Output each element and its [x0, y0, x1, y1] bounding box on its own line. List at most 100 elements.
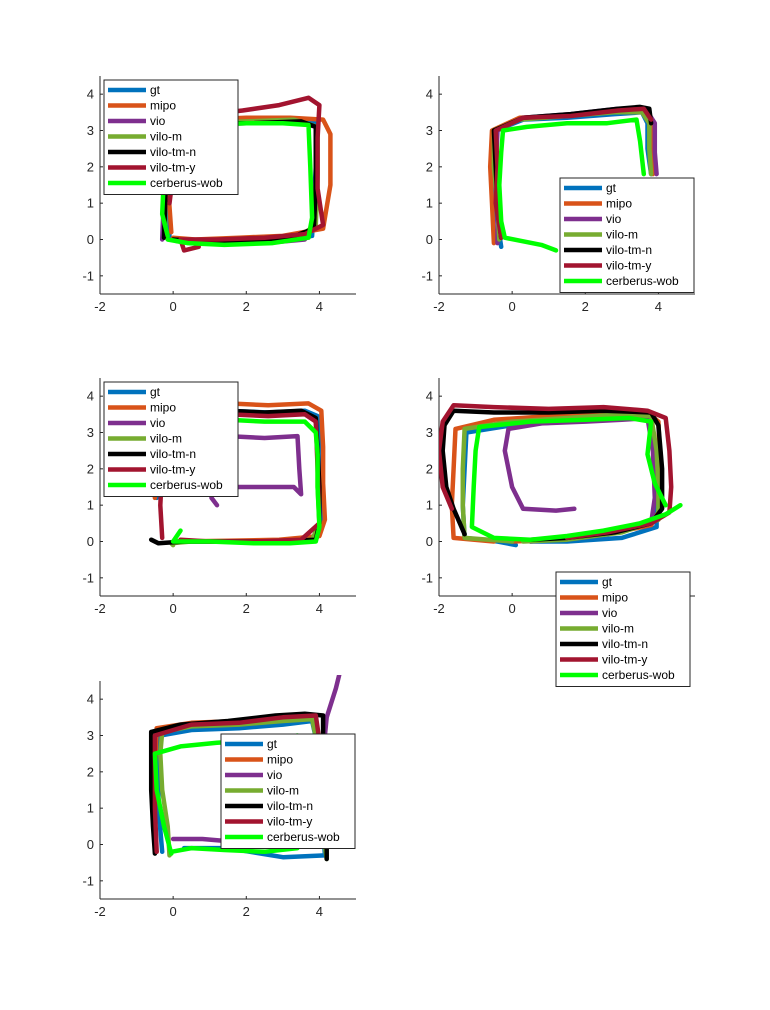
x-tick-label: 0	[170, 904, 177, 919]
y-tick-label: 4	[87, 692, 94, 707]
y-tick-label: -1	[82, 570, 94, 585]
y-tick-label: 0	[87, 534, 94, 549]
legend-label: vio	[606, 212, 622, 226]
y-tick-label: -1	[82, 268, 94, 283]
y-tick-label: 0	[426, 232, 433, 247]
legend-label: cerberus-wob	[150, 176, 223, 190]
series-line-vilo-m	[460, 412, 661, 544]
x-tick-label: 2	[243, 904, 250, 919]
x-tick-label: 0	[170, 601, 177, 616]
x-tick-label: 0	[509, 299, 516, 314]
y-tick-label: 2	[426, 159, 433, 174]
legend-label: vilo-tm-y	[267, 815, 312, 829]
y-tick-label: 4	[87, 87, 94, 102]
x-tick-label: 2	[582, 299, 589, 314]
legend-label: vilo-tm-n	[150, 145, 196, 159]
y-tick-label: -1	[421, 570, 433, 585]
legend-label: cerberus-wob	[606, 274, 679, 288]
legend-label: vilo-tm-y	[602, 653, 647, 667]
y-tick-label: 0	[426, 534, 433, 549]
legend-label: cerberus-wob	[267, 830, 340, 844]
x-tick-label: -2	[433, 299, 445, 314]
y-tick-label: 0	[87, 232, 94, 247]
y-tick-label: 1	[87, 801, 94, 816]
x-tick-label: 4	[655, 299, 662, 314]
legend-label: vio	[150, 114, 166, 128]
legend-label: vilo-tm-y	[606, 259, 651, 273]
y-tick-label: 3	[426, 425, 433, 440]
legend-label: vilo-tm-y	[150, 161, 195, 175]
legend-label: cerberus-wob	[150, 478, 223, 492]
y-tick-label: 3	[426, 123, 433, 138]
x-tick-label: 2	[243, 299, 250, 314]
y-tick-label: 2	[87, 764, 94, 779]
legend-label: vilo-m	[267, 784, 299, 798]
legend-label: vilo-tm-n	[602, 637, 648, 651]
legend-label: mipo	[150, 401, 176, 415]
y-tick-label: 4	[426, 87, 433, 102]
legend-label: vilo-tm-n	[150, 447, 196, 461]
x-tick-label: 0	[509, 601, 516, 616]
y-tick-label: -1	[421, 268, 433, 283]
series-line-cerberus-wob	[497, 117, 647, 253]
legend-label: vilo-m	[150, 432, 182, 446]
x-tick-label: 4	[316, 601, 323, 616]
legend-label: vilo-m	[150, 130, 182, 144]
legend-label: vilo-m	[606, 228, 638, 242]
series-group	[487, 104, 659, 253]
legend-label: gt	[150, 385, 161, 399]
x-tick-label: -2	[94, 299, 106, 314]
x-tick-label: -2	[94, 601, 106, 616]
series-group	[439, 403, 683, 548]
x-tick-label: -2	[433, 601, 445, 616]
y-tick-label: 1	[87, 498, 94, 513]
legend-label: vilo-tm-y	[150, 463, 195, 477]
y-tick-label: 1	[87, 196, 94, 211]
y-tick-label: 1	[426, 196, 433, 211]
legend-label: mipo	[267, 753, 293, 767]
x-tick-label: -2	[94, 904, 106, 919]
x-tick-label: 4	[316, 904, 323, 919]
y-tick-label: 1	[426, 498, 433, 513]
y-tick-label: 3	[87, 728, 94, 743]
y-tick-label: 3	[87, 123, 94, 138]
y-tick-label: 2	[87, 159, 94, 174]
series-line-vilo-tm-y	[493, 106, 654, 240]
legend-label: gt	[267, 737, 278, 751]
x-tick-label: 0	[170, 299, 177, 314]
y-tick-label: 2	[426, 461, 433, 476]
y-tick-label: 2	[87, 461, 94, 476]
x-tick-label: 2	[243, 601, 250, 616]
legend-label: vio	[602, 606, 618, 620]
y-tick-label: 4	[87, 389, 94, 404]
legend-label: vio	[267, 768, 283, 782]
y-tick-label: 4	[426, 389, 433, 404]
x-tick-label: 4	[316, 299, 323, 314]
legend-label: cerberus-wob	[602, 668, 675, 682]
legend-label: mipo	[606, 197, 632, 211]
y-tick-label: 3	[87, 425, 94, 440]
legend-label: vio	[150, 416, 166, 430]
series-line-cerberus-wob	[170, 415, 322, 546]
legend-label: vilo-tm-n	[606, 243, 652, 257]
legend-label: vilo-tm-n	[267, 799, 313, 813]
legend-label: vilo-m	[602, 622, 634, 636]
legend-label: mipo	[150, 99, 176, 113]
legend-box	[103, 381, 239, 497]
y-tick-label: 0	[87, 837, 94, 852]
legend-label: gt	[602, 575, 613, 589]
chart-panel-4: -2024-101234gtmipoviovilo-mvilo-tm-nvilo…	[421, 378, 695, 687]
series-line-cerberus-wob	[469, 415, 683, 542]
legend-label: gt	[150, 83, 161, 97]
y-tick-label: -1	[82, 873, 94, 888]
